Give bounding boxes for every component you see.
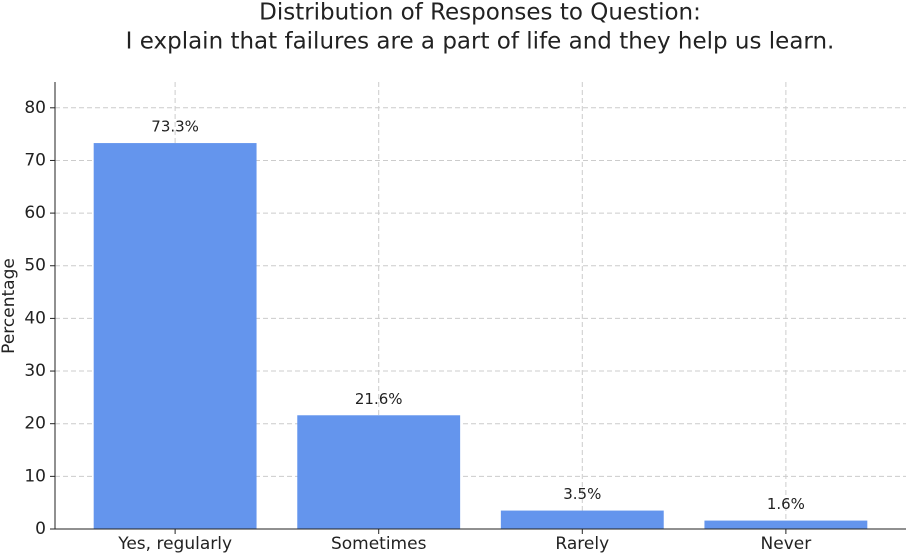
- bar: [297, 415, 461, 529]
- x-tick-label: Sometimes: [331, 534, 427, 554]
- x-tick-label: Rarely: [555, 534, 609, 554]
- value-label: 1.6%: [767, 495, 805, 513]
- y-axis-label: Percentage: [0, 258, 19, 354]
- value-label: 21.6%: [355, 390, 403, 408]
- bar: [93, 143, 257, 529]
- y-tick-label: 70: [24, 150, 46, 170]
- chart-title: Distribution of Responses to Question:: [259, 0, 701, 26]
- y-tick-label: 30: [24, 361, 46, 381]
- x-tick-label: Never: [761, 534, 812, 554]
- x-tick-label: Yes, regularly: [117, 534, 232, 554]
- value-label: 73.3%: [151, 118, 199, 136]
- y-tick-label: 20: [24, 414, 46, 434]
- y-tick-label: 60: [24, 203, 46, 223]
- bar: [704, 520, 868, 529]
- y-tick-label: 50: [24, 256, 46, 276]
- y-tick-label: 40: [24, 308, 46, 328]
- y-tick-label: 10: [24, 466, 46, 486]
- chart-title: I explain that failures are a part of li…: [126, 29, 835, 55]
- y-tick-label: 0: [35, 519, 46, 539]
- value-label: 3.5%: [563, 485, 601, 503]
- y-tick-label: 80: [24, 98, 46, 118]
- bar: [500, 510, 664, 529]
